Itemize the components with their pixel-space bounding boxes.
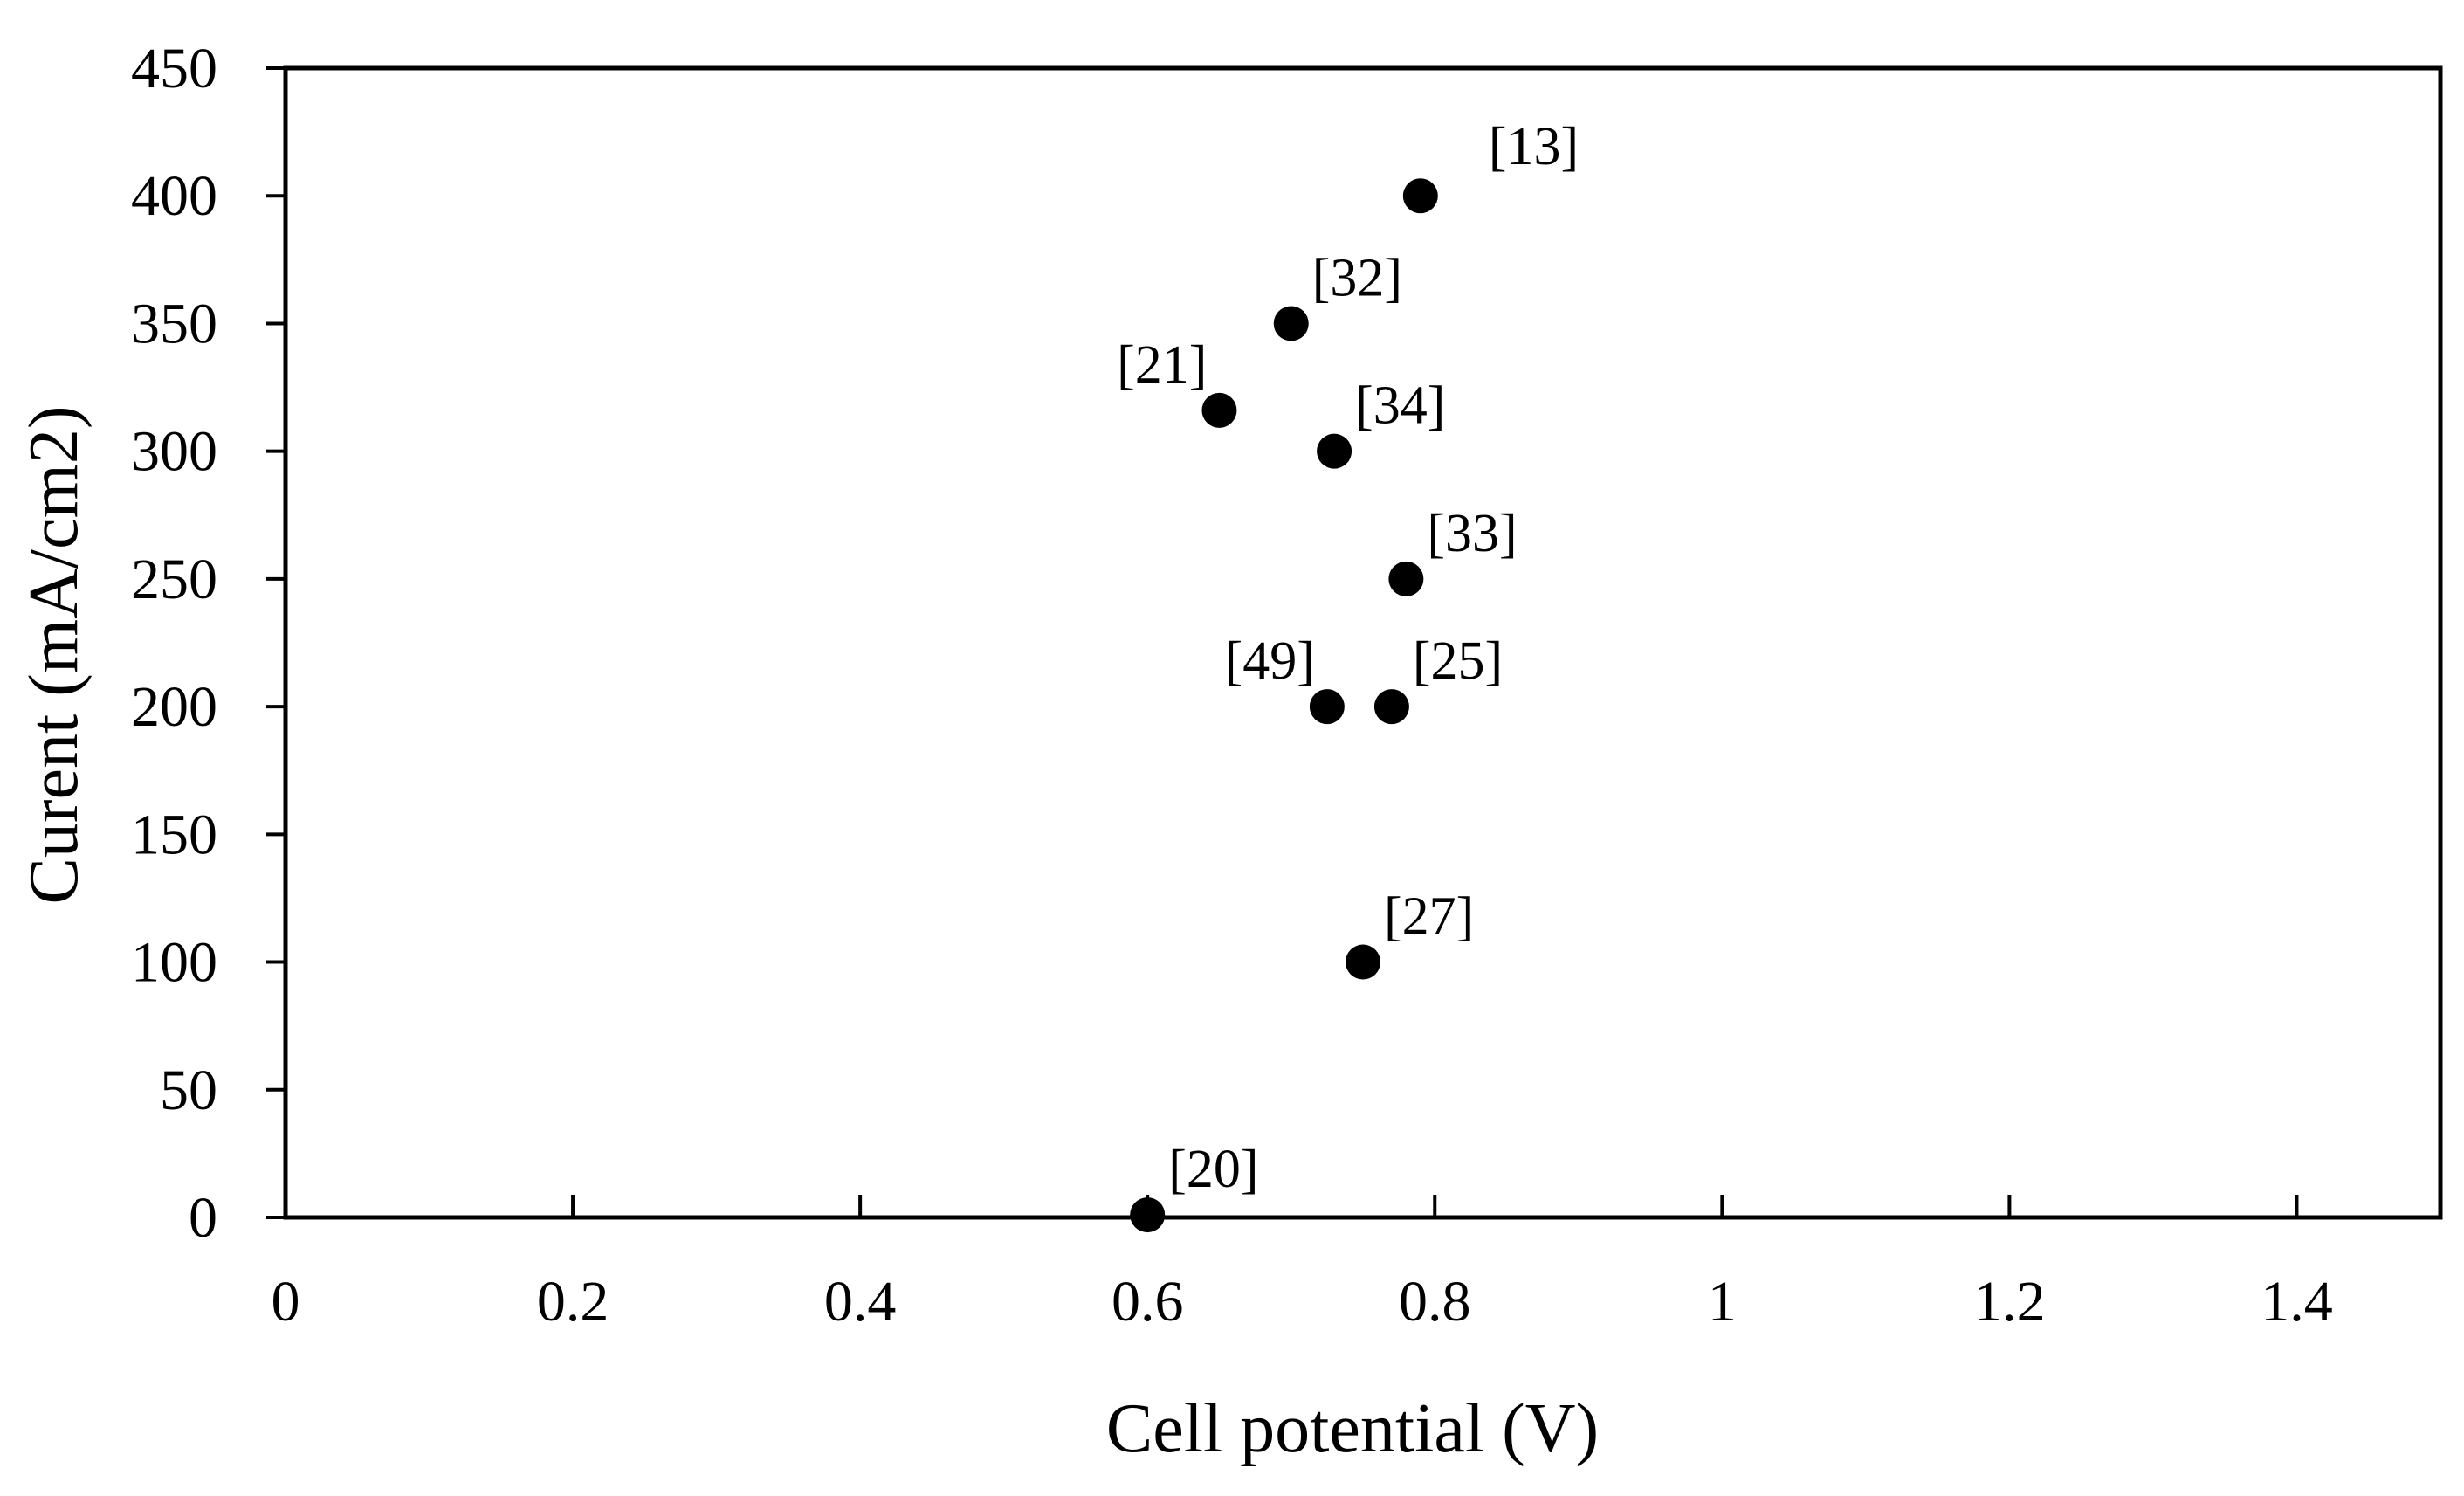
x-tick-label: 0 [272,1270,300,1334]
y-tick-label: 150 [131,803,217,866]
y-tick-label: 200 [131,675,217,739]
scatter-point [1402,178,1438,214]
point-label: [33] [1427,504,1517,563]
point-label: [13] [1489,117,1579,176]
scatter-point [1273,306,1309,341]
scatter-point [1317,433,1352,469]
scatter-point [1388,561,1424,596]
x-tick-label: 0.8 [1399,1270,1471,1334]
x-tick-label: 1 [1708,1270,1737,1334]
scatter-point [1346,944,1380,980]
point-label: [27] [1384,887,1474,947]
x-axis-title: Cell potential (V) [1106,1390,1599,1467]
y-tick-label: 250 [131,548,217,611]
x-tick-label: 1.4 [2261,1270,2333,1334]
y-tick-label: 450 [131,37,217,100]
point-label: [25] [1413,631,1503,691]
scatter-point [1201,392,1237,428]
point-label: [34] [1355,376,1445,436]
point-label: [21] [1117,335,1207,395]
y-tick-label: 50 [160,1058,217,1122]
y-tick-label: 0 [189,1186,217,1250]
plot-area-frame [283,65,2443,1220]
y-tick-label: 350 [131,292,217,355]
data-points [1130,178,1438,1233]
x-tick-label: 0.2 [537,1270,609,1334]
x-tick-label: 1.2 [1973,1270,2046,1334]
point-label: [20] [1168,1140,1258,1199]
scatter-point [1309,689,1345,725]
scatter-point [1373,689,1409,725]
point-label: [32] [1312,248,1402,307]
y-tick-label: 100 [131,931,217,995]
y-axis-title: Curent (mA/cm2) [16,406,93,905]
x-tick-label: 0.4 [824,1270,897,1334]
y-axis-ticks: 0 50 100 150 200 250 300 350 400 450 [131,37,286,1250]
x-axis-ticks: 0 0.2 0.4 0.6 0.8 1 1.2 1.4 [272,1195,2333,1334]
point-label: [49] [1225,631,1315,691]
y-tick-label: 300 [131,420,217,484]
y-tick-label: 400 [131,164,217,228]
data-point-labels: [13] [32] [21] [34] [33] [49] [25] [27] [20] [1117,117,1579,1199]
x-tick-label: 0.6 [1112,1270,1184,1334]
scatter-point [1130,1197,1166,1233]
